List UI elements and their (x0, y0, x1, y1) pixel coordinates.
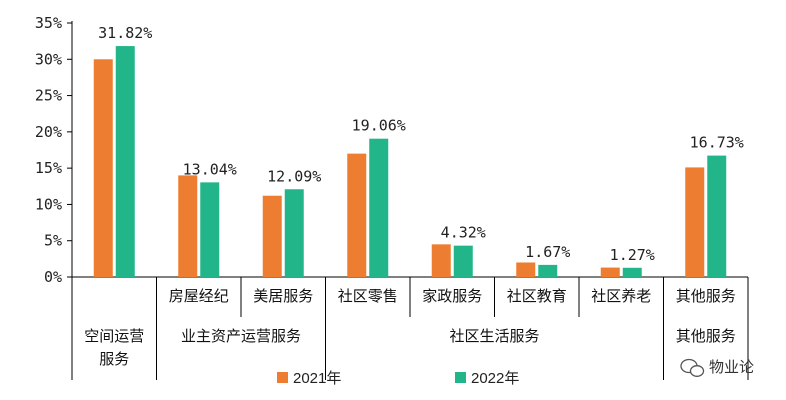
bar-2021 (347, 153, 367, 277)
legend-swatch-2021 (277, 372, 288, 383)
category-label: 社区养老 (591, 287, 651, 305)
bar-2022 (453, 245, 473, 277)
y-tick-label: 30% (35, 50, 62, 68)
bar-2022 (369, 138, 389, 277)
group-label: 社区生活服务 (449, 327, 539, 345)
y-tick-label: 25% (35, 87, 62, 105)
watermark: 物业论 (680, 358, 754, 377)
group-label: 业主资产运营服务 (181, 327, 301, 345)
category-label: 社区教育 (507, 287, 567, 305)
y-tick-label: 15% (35, 159, 62, 177)
y-tick-label: 5% (44, 232, 62, 250)
legend-label: 2021年 (293, 370, 341, 387)
axes (67, 21, 749, 380)
bar-2021 (178, 175, 198, 277)
bar-2022 (200, 182, 220, 277)
legend: 2021年 2022年 (277, 370, 519, 387)
category-label: 房屋经纪 (169, 287, 229, 305)
data-label: 1.27% (610, 246, 655, 264)
bar-2021 (431, 244, 451, 277)
data-label: 1.67% (525, 243, 570, 261)
bar-2022 (284, 189, 304, 277)
data-label: 13.04% (183, 160, 237, 178)
bars (93, 46, 727, 278)
bar-2021 (600, 267, 620, 277)
category-label: 社区零售 (338, 287, 398, 305)
data-label: 4.32% (441, 224, 486, 242)
data-labels: 31.82% 13.04% 12.09% 19.06% 4.32% 1.67% 1.27% 1… (98, 24, 744, 264)
legend-label: 2022年 (471, 370, 519, 387)
watermark-text: 物业论 (709, 358, 754, 376)
category-label: 服务 (99, 350, 129, 368)
bar-2021 (93, 59, 113, 278)
bar-2022 (622, 267, 642, 277)
bar-2021 (262, 195, 282, 277)
wechat-bubble-icon (680, 358, 705, 377)
data-label: 31.82% (98, 24, 152, 42)
bar-2021 (685, 167, 705, 277)
bar-2022 (538, 264, 558, 277)
category-label: 其他服务 (676, 287, 736, 305)
data-label: 16.73% (690, 134, 744, 152)
bar-2022 (115, 46, 135, 277)
category-label: 空间运营 (84, 327, 144, 345)
group-label: 其他服务 (676, 327, 736, 345)
y-tick-label: 10% (35, 195, 62, 213)
data-label: 19.06% (352, 117, 406, 135)
y-tick-label: 20% (35, 123, 62, 141)
data-label: 12.09% (267, 167, 321, 185)
bar-2021 (516, 262, 536, 277)
y-tick-label: 35% (35, 14, 62, 32)
legend-swatch-2022 (455, 372, 466, 383)
category-label: 家政服务 (422, 287, 482, 305)
y-axis-tick-labels: 0% 5% 10% 15% 20% 25% 30% 35% (35, 14, 62, 286)
bar-2022 (707, 155, 727, 277)
category-label: 美居服务 (253, 287, 313, 305)
y-tick-label: 0% (44, 268, 62, 286)
